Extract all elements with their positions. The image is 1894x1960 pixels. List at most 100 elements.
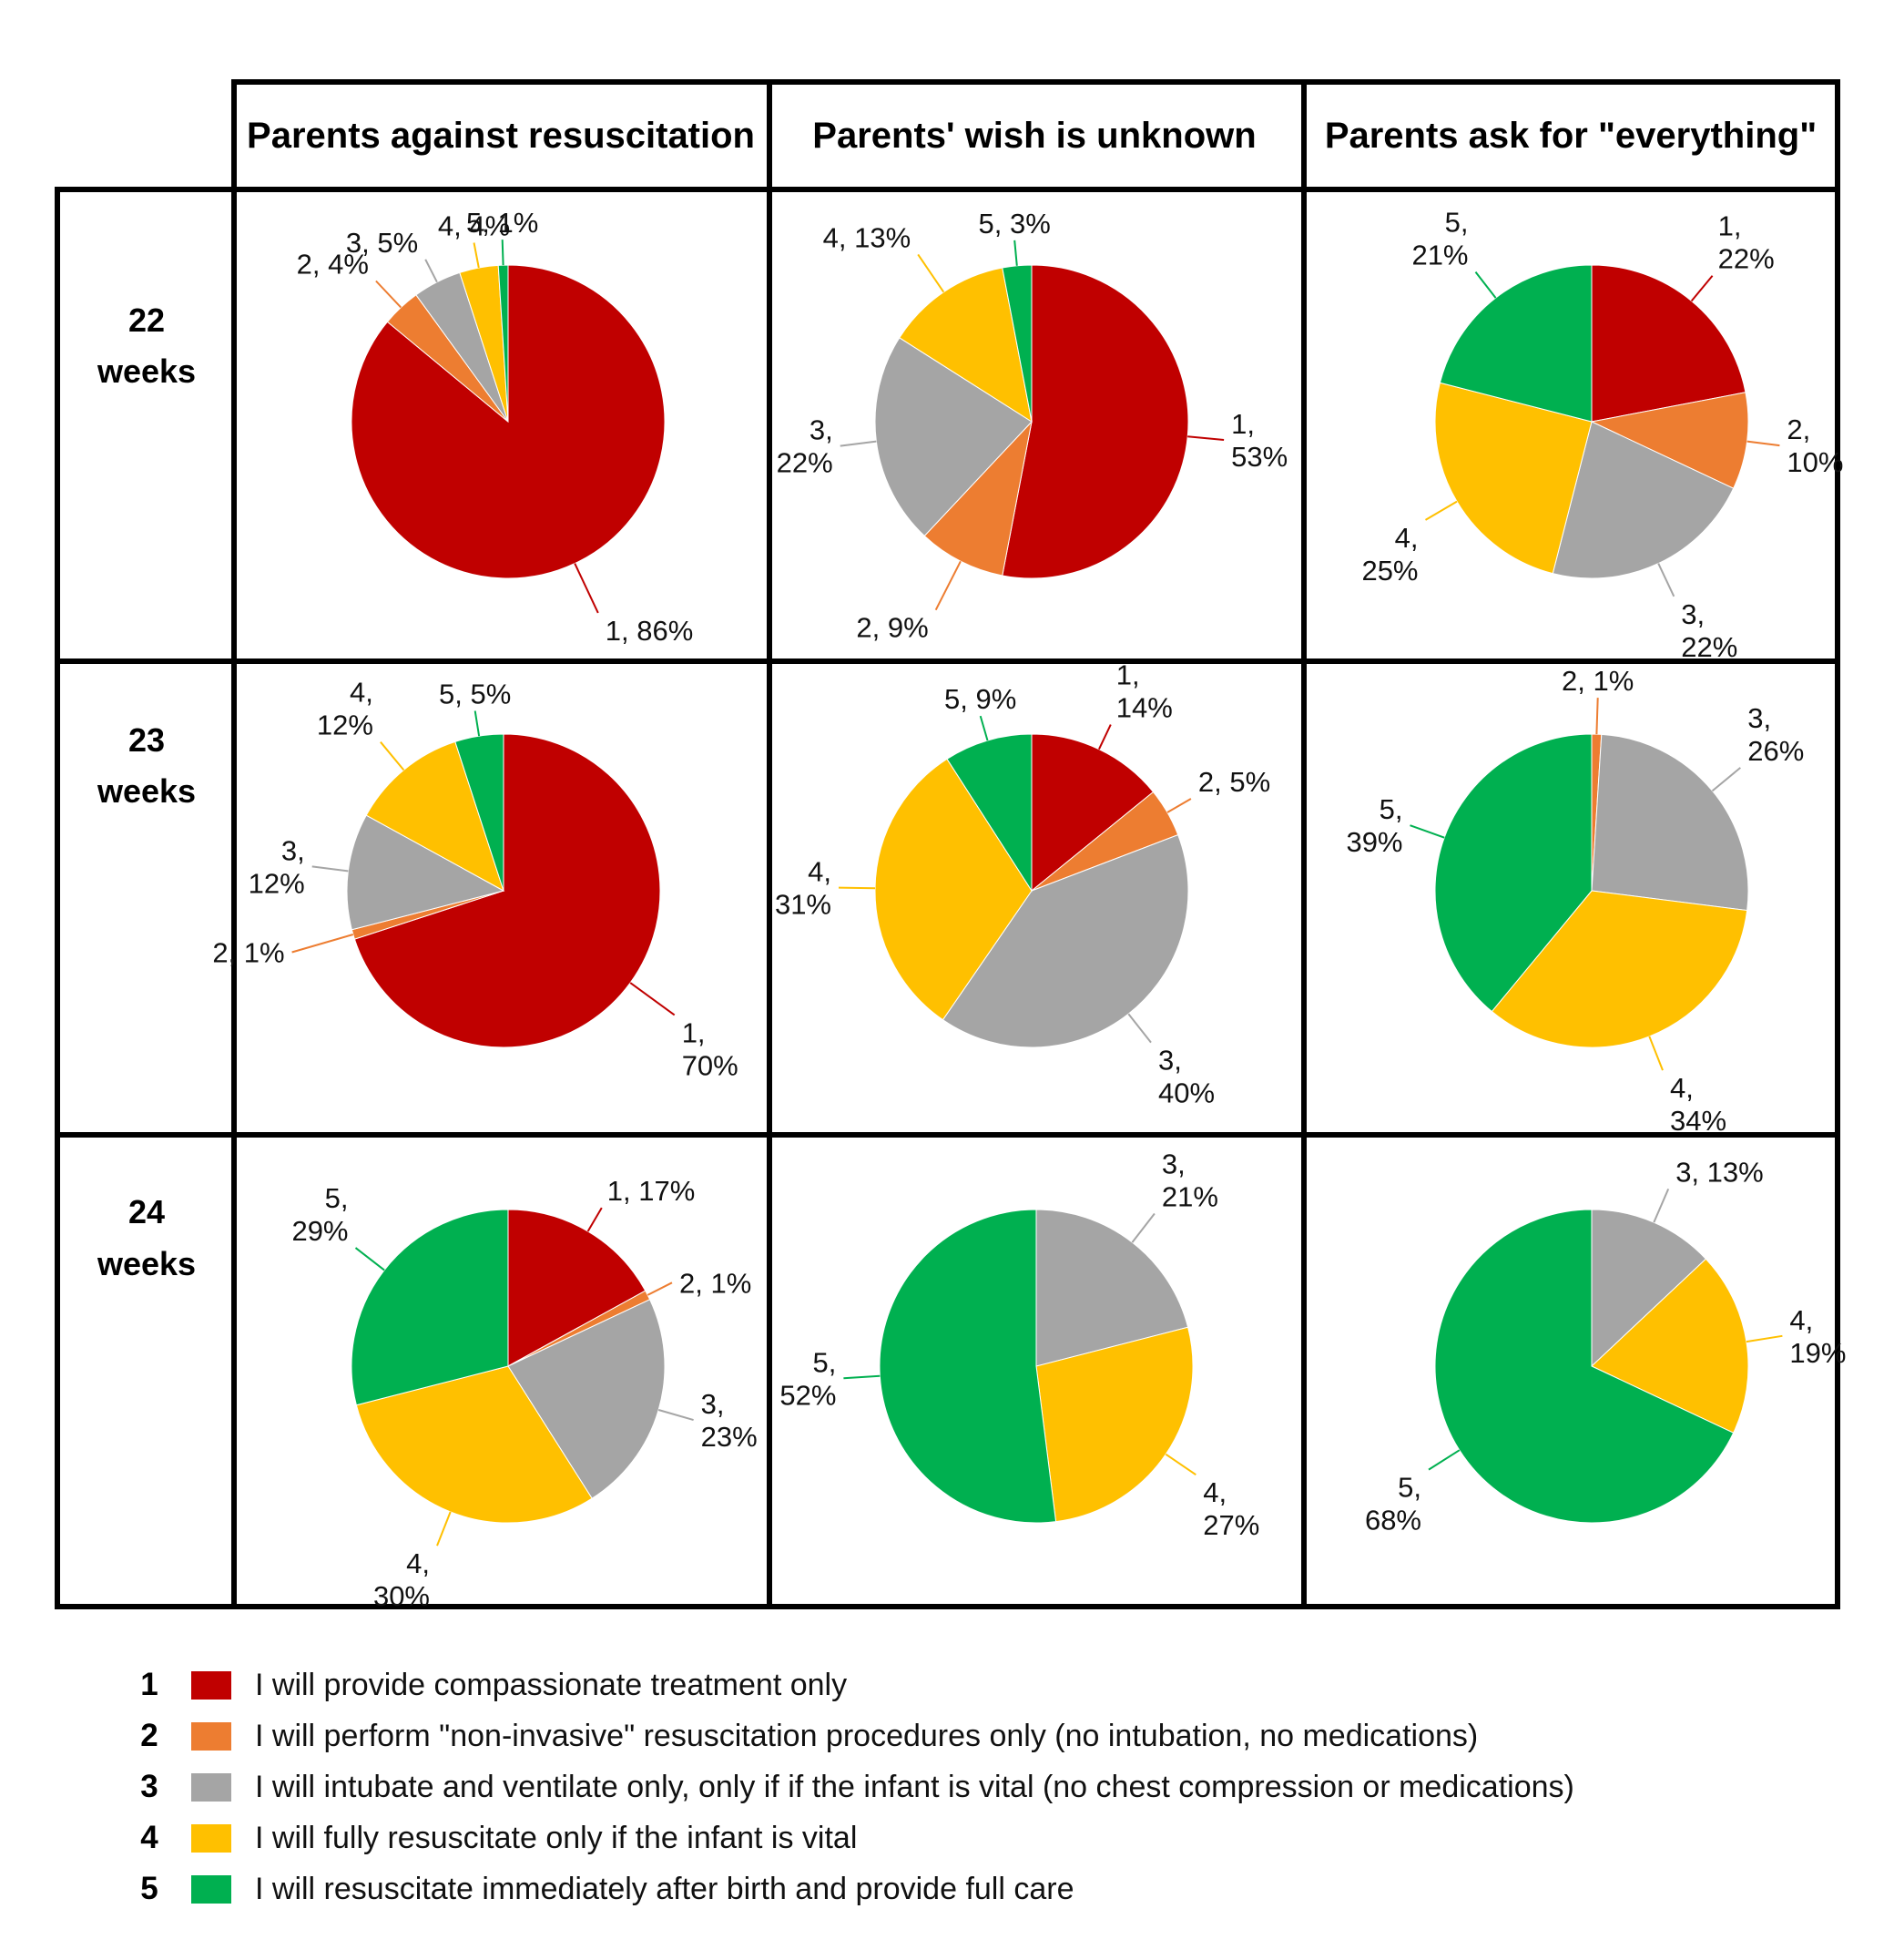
- data-label: 12%: [249, 867, 305, 899]
- pie-slice-5: [1434, 733, 1593, 1013]
- legend-number: 2: [140, 1718, 158, 1753]
- leader-line: [1131, 1212, 1156, 1243]
- data-label: 53%: [1231, 441, 1288, 473]
- data-label: 5, 3%: [979, 208, 1051, 240]
- pie-chart-5: 1,14% 2, 5% 3,40% 4,31% 5, 9%: [775, 659, 1270, 1109]
- data-label: 1, 86%: [606, 615, 694, 647]
- leader-line: [1474, 271, 1497, 299]
- leader-line: [291, 934, 354, 954]
- data-label: 4,: [350, 677, 373, 709]
- pie-chart-6: 2, 1% 3,26% 4,34% 5,39%: [1346, 665, 1804, 1137]
- pie-slice-5: [879, 1209, 1057, 1524]
- data-label: 5,: [1398, 1472, 1421, 1504]
- data-label: 3,: [1747, 702, 1771, 734]
- pie-chart-9: 3, 13% 4,19% 5,68%: [1365, 1156, 1846, 1536]
- legend: 1 I will provide compassionate treatment…: [127, 1659, 1858, 1914]
- data-label: 10%: [1787, 446, 1843, 478]
- data-label: 4,: [1203, 1476, 1227, 1508]
- data-label: 68%: [1365, 1505, 1421, 1536]
- leader-line: [436, 1511, 452, 1547]
- pie-slice-4: [1434, 382, 1593, 575]
- data-label: 2, 9%: [856, 612, 928, 644]
- leader-line: [474, 710, 481, 737]
- leader-line: [1187, 435, 1225, 441]
- leader-line: [574, 563, 599, 614]
- pie-slice-4: [1591, 1258, 1749, 1434]
- data-label: 21%: [1162, 1181, 1218, 1213]
- data-label: 3,: [701, 1388, 725, 1420]
- legend-item-1: 1 I will provide compassionate treatment…: [127, 1659, 1858, 1710]
- data-label: 3,: [1162, 1148, 1186, 1180]
- data-label: 1,: [1116, 659, 1140, 691]
- data-label: 39%: [1346, 826, 1402, 858]
- data-label: 4, 4%: [438, 210, 510, 242]
- legend-label: I will fully resuscitate only if the inf…: [255, 1820, 858, 1855]
- row-header-22-number: 22: [128, 301, 165, 339]
- legend-label: I will intubate and ventilate only, only…: [255, 1769, 1574, 1804]
- leader-line: [354, 1247, 385, 1271]
- data-label: 3,: [1158, 1045, 1182, 1077]
- data-label: 2, 1%: [212, 937, 284, 969]
- data-label: 3, 13%: [1675, 1156, 1764, 1188]
- data-label: 22%: [1718, 243, 1775, 275]
- data-label: 29%: [291, 1215, 348, 1247]
- pie-slice-1: [353, 733, 661, 1048]
- leader-line: [934, 560, 962, 611]
- data-label: 40%: [1158, 1077, 1215, 1109]
- pie-slice-3: [1591, 1209, 1707, 1368]
- pie-slice-5: [946, 733, 1033, 893]
- data-label: 1,: [1231, 408, 1255, 440]
- data-label: 1,: [1718, 210, 1742, 242]
- data-label: 34%: [1670, 1105, 1726, 1137]
- leader-line: [1097, 724, 1112, 750]
- row-header-22-weeks: weeks: [97, 352, 196, 390]
- pie-chart-1: 1, 86% 2, 4%3, 5% 4, 4%5, 1%: [297, 207, 694, 647]
- data-label: 1,: [682, 1016, 706, 1048]
- leader-line: [473, 242, 480, 269]
- data-label: 3,: [281, 834, 305, 866]
- data-label: 22%: [777, 447, 833, 479]
- data-label: 30%: [373, 1580, 430, 1612]
- leader-line: [1657, 563, 1675, 597]
- legend-item-3: 3 I will intubate and ventilate only, on…: [127, 1761, 1858, 1812]
- leader-line: [838, 886, 876, 890]
- legend-item-2: 2 I will perform "non-invasive" resuscit…: [127, 1710, 1858, 1761]
- pie-chart-2: 1,53% 2, 9% 3,22% 4, 13% 5, 3%: [777, 208, 1288, 644]
- column-header-everything: Parents ask for "everything": [1325, 116, 1817, 156]
- data-label: 27%: [1203, 1509, 1259, 1541]
- table-borders: [55, 79, 1840, 1609]
- legend-item-5: 5 I will resuscitate immediately after b…: [127, 1863, 1858, 1914]
- pie-chart-7: 1, 17% 2, 1% 3,23% 4,30% 5,29%: [291, 1175, 757, 1612]
- leader-line: [1648, 1036, 1664, 1071]
- data-label: 1, 17%: [607, 1175, 696, 1207]
- data-label: 3,: [810, 414, 833, 446]
- data-label: 23%: [701, 1421, 758, 1453]
- pie-slice-1: [1002, 264, 1189, 579]
- data-label: 25%: [1361, 555, 1418, 587]
- pie-chart-3: 1,22%2,10%3,22%4,25%5,21%: [1361, 207, 1843, 663]
- data-label: 2, 1%: [679, 1267, 751, 1299]
- data-label: 4,: [808, 856, 831, 888]
- data-label: 5, 1%: [466, 207, 538, 239]
- pie-charts: 1, 86%2, 4%3, 5%4, 4%5, 1%1,53%2, 9%3,22…: [212, 207, 1846, 1612]
- legend-label: I will resuscitate immediately after bir…: [255, 1871, 1074, 1906]
- data-label: 31%: [775, 889, 831, 921]
- leader-line: [1410, 824, 1445, 839]
- pie-slice-3: [942, 833, 1189, 1048]
- column-header-unknown: Parents' wish is unknown: [812, 116, 1256, 156]
- leader-line: [840, 440, 877, 447]
- leader-line: [1165, 1453, 1196, 1476]
- legend-label: I will perform "non-invasive" resuscitat…: [255, 1718, 1479, 1753]
- row-header-23-weeks: weeks: [97, 772, 196, 810]
- data-label: 22%: [1681, 631, 1737, 663]
- data-label: 4,: [1789, 1304, 1813, 1336]
- pie-slice-4: [899, 267, 1033, 424]
- data-label: 4,: [1395, 522, 1419, 554]
- leader-line: [917, 253, 945, 293]
- data-label: 3, 5%: [346, 227, 418, 259]
- leader-line: [501, 240, 504, 266]
- data-label: 2, 1%: [1562, 665, 1634, 697]
- leader-line: [1428, 1449, 1461, 1471]
- pie-slice-5: [351, 1209, 509, 1406]
